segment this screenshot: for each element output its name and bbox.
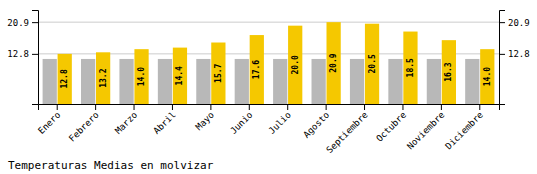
data-label: 20.9 [329, 53, 338, 72]
bar [211, 43, 225, 104]
bar [312, 59, 326, 104]
title: Temperaturas Medias en molvizar [8, 159, 214, 172]
tick-label: 20.9 [7, 18, 29, 28]
series [58, 22, 495, 104]
tick-label: Julio [267, 110, 293, 136]
bar [119, 59, 133, 104]
data-label: 17.6 [252, 60, 261, 79]
grid-line [38, 22, 499, 23]
bar [365, 24, 379, 104]
tick-label: Abril [151, 110, 177, 136]
tick: Febrero [67, 104, 101, 144]
axis-line [500, 11, 506, 105]
tick-mark [441, 104, 442, 110]
tick-label: 12.8 [7, 49, 29, 59]
bar [96, 52, 110, 104]
bar [326, 22, 340, 104]
grid [38, 22, 499, 54]
tick-label: Octubre [374, 110, 408, 144]
tick: Noviembre [405, 104, 447, 151]
tick-mark [32, 54, 38, 55]
y2-axis: 12.8 20.9 [499, 11, 530, 105]
data-label: 14.4 [175, 66, 184, 85]
tick-label: Diciembre [443, 110, 485, 152]
tick-mark [499, 54, 505, 55]
tick-label: Noviembre [405, 110, 447, 152]
data-label: 16.3 [444, 62, 453, 81]
bar [388, 59, 402, 104]
tick-mark [402, 104, 403, 110]
bars [43, 22, 495, 104]
tick-label: Agosto [301, 110, 331, 140]
tick: Enero [36, 104, 62, 136]
tick-label: Junio [228, 110, 254, 136]
bar [196, 59, 210, 104]
tick-mark [134, 104, 135, 110]
chart: 12.8 13.2 14.0 14.4 15.7 17.6 20.0 20.9 20.5 18.5… [0, 0, 537, 174]
bar [288, 26, 302, 104]
tick-label: 20.9 [508, 18, 530, 28]
tick-mark [364, 104, 365, 110]
tick: Octubre [374, 104, 408, 144]
data-label: 15.7 [214, 63, 223, 82]
tick-label: Septiembre [324, 110, 369, 155]
tick: 12.8 [7, 49, 38, 59]
bar [465, 59, 479, 104]
tick: Mayo [194, 104, 216, 132]
data-label: 20.0 [291, 55, 300, 74]
bar [350, 59, 364, 104]
tick-mark [287, 104, 288, 110]
tick-mark [172, 104, 173, 110]
tick: Marzo [113, 104, 139, 136]
tick-mark [326, 104, 327, 110]
tick-label: Enero [36, 110, 62, 136]
bar [273, 59, 287, 104]
bar [158, 59, 172, 104]
tick-label: 12.8 [508, 49, 530, 59]
x-axis: EneroFebrero Marzo Abril Mayo Junio Julio Agos… [36, 104, 499, 155]
tick: Junio [228, 104, 254, 136]
bar [81, 59, 95, 104]
bar [480, 49, 494, 104]
bar [250, 35, 264, 104]
data-label: 20.5 [368, 54, 377, 73]
bar [427, 59, 441, 104]
tick: 20.9 [499, 18, 530, 28]
data-label: 14.0 [483, 67, 492, 86]
tick: Septiembre [324, 104, 369, 155]
tick-mark [95, 104, 96, 110]
y-axis: 12.8 20.9 [7, 11, 38, 105]
tick-mark [210, 104, 211, 110]
tick-mark [499, 22, 505, 23]
bar [442, 40, 456, 104]
tick: Julio [267, 104, 293, 136]
tick: Agosto [301, 104, 331, 140]
tick-mark [32, 22, 38, 23]
tick-mark [479, 104, 480, 110]
data-labels: 12.8 13.2 14.0 14.4 15.7 17.6 20.0 20.9 20.5 18.5… [60, 53, 492, 88]
tick-mark [249, 104, 250, 110]
tick-label: Febrero [67, 110, 101, 144]
tick: Abril [151, 104, 177, 136]
bar [235, 59, 249, 104]
tick-mark [57, 104, 58, 110]
plot: 12.8 13.2 14.0 14.4 15.7 17.6 20.0 20.9 20.5 18.5… [7, 11, 529, 156]
data-label: 12.8 [60, 69, 69, 88]
bar [403, 32, 417, 104]
bar [173, 48, 187, 104]
axis-line [32, 11, 39, 105]
axis-line [39, 105, 500, 111]
tick: 20.9 [7, 18, 38, 28]
bar [134, 49, 148, 104]
tick-label: Mayo [194, 110, 216, 132]
tick: 12.8 [499, 49, 530, 59]
data-label: 14.0 [137, 67, 146, 86]
data-label: 18.5 [406, 58, 415, 77]
bar [58, 54, 72, 104]
bar [43, 59, 57, 104]
tick: Diciembre [443, 104, 485, 151]
data-label: 13.2 [99, 68, 108, 87]
tick-label: Marzo [113, 110, 139, 136]
